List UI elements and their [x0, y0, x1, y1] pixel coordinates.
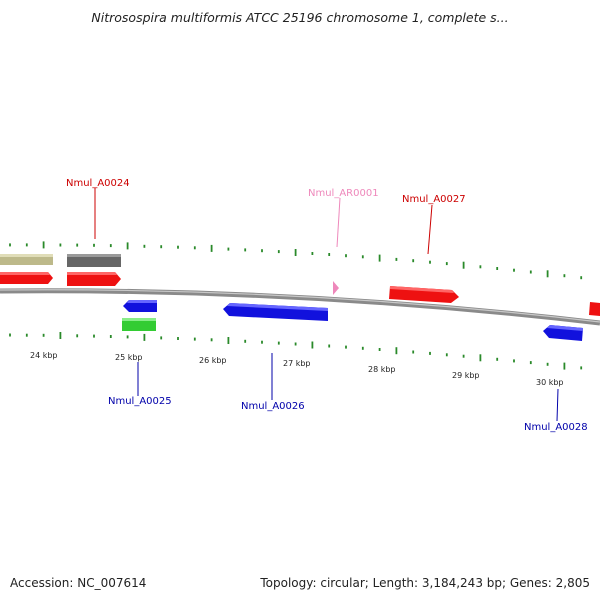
- gene-label-nmul-a0027[interactable]: Nmul_A0027: [402, 194, 466, 205]
- gene-green[interactable]: [122, 318, 156, 331]
- gene-label-nmul-ar0001[interactable]: Nmul_AR0001: [308, 188, 379, 199]
- map-title: Nitrosospira multiformis ATCC 25196 chro…: [91, 10, 509, 25]
- summary-text: Topology: circular; Length: 3,184,243 bp…: [260, 576, 590, 590]
- gene-pink-nmul-ar0001[interactable]: [333, 281, 339, 295]
- tick-label-28: 28 kbp: [368, 365, 396, 374]
- tick-label-27: 27 kbp: [283, 359, 311, 368]
- scale-labels: 24 kbp 25 kbp 26 kbp 27 kbp 28 kbp 29 kb…: [30, 351, 564, 387]
- bottom-tick-row: [9, 332, 583, 370]
- gene-khaki[interactable]: [0, 254, 53, 265]
- tick-label-29: 29 kbp: [452, 371, 480, 380]
- gene-label-nmul-a0026[interactable]: Nmul_A0026: [241, 401, 305, 412]
- gene-blue-nmul-a0025[interactable]: [123, 300, 157, 312]
- tick-label-25: 25 kbp: [115, 353, 143, 362]
- chromosome-backbone-highlight: [0, 289, 600, 323]
- gene-label-nmul-a0028[interactable]: Nmul_A0028: [524, 422, 588, 433]
- gene-red-right[interactable]: [589, 302, 600, 316]
- leader-lines: [94, 188, 559, 422]
- gene-blue-nmul-a0026[interactable]: [223, 303, 328, 321]
- gene-red-nmul-a0024[interactable]: [67, 272, 121, 286]
- chromosome-backbone: [0, 288, 600, 326]
- gene-label-nmul-a0024[interactable]: Nmul_A0024: [66, 178, 130, 189]
- tick-label-24: 24 kbp: [30, 351, 58, 360]
- accession-text: Accession: NC_007614: [10, 576, 147, 590]
- gene-red-left[interactable]: [0, 272, 53, 284]
- gene-gray[interactable]: [67, 254, 121, 267]
- gene-blue-nmul-a0028[interactable]: [543, 325, 583, 341]
- tick-label-30: 30 kbp: [536, 378, 564, 387]
- gene-label-nmul-a0025[interactable]: Nmul_A0025: [108, 396, 172, 407]
- gene-red-nmul-a0027[interactable]: [389, 286, 459, 303]
- top-tick-row: [9, 241, 583, 280]
- tick-label-26: 26 kbp: [199, 356, 227, 365]
